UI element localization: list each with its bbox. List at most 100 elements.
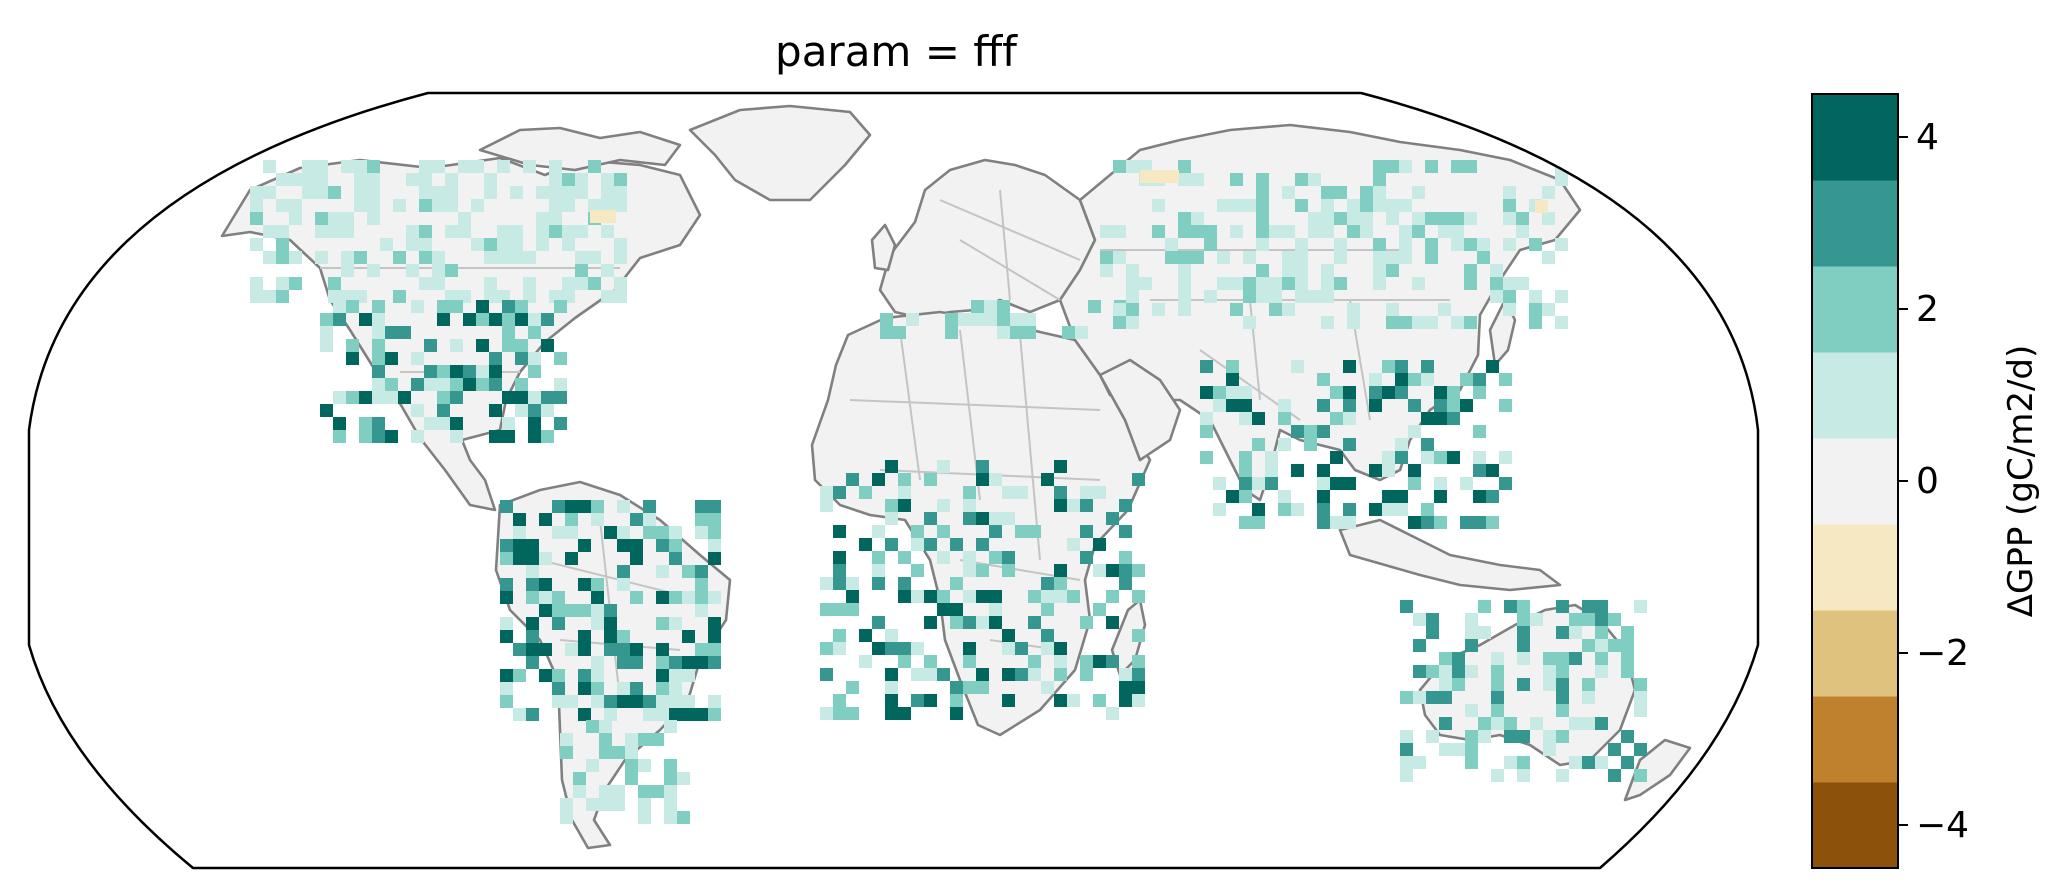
anomaly-cell xyxy=(437,417,450,430)
anomaly-cell xyxy=(1106,564,1119,577)
anomaly-cell xyxy=(575,173,588,186)
anomaly-cell xyxy=(1426,626,1439,639)
anomaly-cell xyxy=(562,173,575,186)
anomaly-cell xyxy=(1556,678,1569,691)
anomaly-cell xyxy=(669,591,682,604)
anomaly-cell xyxy=(1400,730,1413,743)
anomaly-cell xyxy=(1473,386,1486,399)
anomaly-cell xyxy=(1425,251,1438,264)
anomaly-cell xyxy=(1100,264,1113,277)
anomaly-cell xyxy=(250,212,263,225)
anomaly-cell xyxy=(656,539,669,552)
anomaly-cell xyxy=(872,616,885,629)
anomaly-cell xyxy=(1321,199,1334,212)
anomaly-cell xyxy=(614,186,627,199)
anomaly-cell xyxy=(1132,629,1145,642)
anomaly-cell xyxy=(497,238,510,251)
anomaly-cell xyxy=(341,212,354,225)
anomaly-cell xyxy=(708,552,721,565)
anomaly-cell xyxy=(1465,665,1478,678)
anomaly-cell xyxy=(578,500,591,513)
anomaly-cell xyxy=(911,590,924,603)
anomaly-cell xyxy=(976,564,989,577)
anomaly-cell xyxy=(1569,717,1582,730)
anomaly-cell xyxy=(432,199,445,212)
anomaly-cell xyxy=(601,290,614,303)
anomaly-cell xyxy=(1634,769,1647,782)
anomaly-cell xyxy=(1278,503,1291,516)
anomaly-cell xyxy=(554,417,567,430)
anomaly-cell xyxy=(526,656,539,669)
anomaly-cell xyxy=(1191,225,1204,238)
anomaly-cell xyxy=(601,173,614,186)
anomaly-cell xyxy=(346,339,359,352)
anomaly-cell xyxy=(1256,264,1269,277)
anomaly-cell xyxy=(872,577,885,590)
anomaly-cell xyxy=(346,352,359,365)
anomaly-cell xyxy=(536,212,549,225)
anomaly-cell xyxy=(1634,691,1647,704)
anomaly-cell xyxy=(565,695,578,708)
anomaly-cell xyxy=(528,404,541,417)
anomaly-cell xyxy=(1054,564,1067,577)
anomaly-cell xyxy=(695,565,708,578)
anomaly-cell xyxy=(1321,264,1334,277)
anomaly-cell xyxy=(1395,373,1408,386)
anomaly-cell xyxy=(328,290,341,303)
anomaly-cell xyxy=(820,707,833,720)
anomaly-cell xyxy=(419,238,432,251)
anomaly-cell xyxy=(552,682,565,695)
anomaly-cell xyxy=(528,430,541,443)
anomaly-cell xyxy=(1634,678,1647,691)
anomaly-cell xyxy=(515,378,528,391)
anomaly-cell xyxy=(367,160,380,173)
anomaly-cell xyxy=(989,473,1002,486)
anomaly-cell xyxy=(476,339,489,352)
anomaly-cell xyxy=(958,313,971,326)
anomaly-cell xyxy=(586,798,599,811)
anomaly-cell xyxy=(937,590,950,603)
anomaly-cell xyxy=(367,186,380,199)
anomaly-cell xyxy=(885,499,898,512)
anomaly-cell xyxy=(1386,303,1399,316)
anomaly-cell xyxy=(1256,277,1269,290)
anomaly-cell xyxy=(885,668,898,681)
anomaly-cell xyxy=(1556,704,1569,717)
anomaly-cell xyxy=(1412,316,1425,329)
anomaly-cell xyxy=(328,212,341,225)
anomaly-cell xyxy=(1477,238,1490,251)
anomaly-cell xyxy=(591,513,604,526)
anomaly-cell xyxy=(424,378,437,391)
anomaly-cell xyxy=(885,707,898,720)
anomaly-cell xyxy=(1517,600,1530,613)
anomaly-cell xyxy=(591,500,604,513)
anomaly-cell xyxy=(1491,665,1504,678)
anomaly-cell xyxy=(591,695,604,708)
anomaly-cell xyxy=(372,339,385,352)
anomaly-cell xyxy=(302,173,315,186)
anomaly-cell xyxy=(1282,186,1295,199)
anomaly-cell xyxy=(1421,451,1434,464)
anomaly-cell xyxy=(526,643,539,656)
anomaly-cell xyxy=(263,160,276,173)
anomaly-cell xyxy=(497,225,510,238)
anomaly-cell xyxy=(1555,238,1568,251)
anomaly-cell xyxy=(1408,425,1421,438)
anomaly-cell xyxy=(695,604,708,617)
anomaly-cell xyxy=(1067,590,1080,603)
anomaly-cell xyxy=(617,539,630,552)
greenland xyxy=(688,104,872,202)
anomaly-cell xyxy=(573,772,586,785)
anomaly-cell xyxy=(1425,316,1438,329)
anomaly-cell xyxy=(614,277,627,290)
anomaly-cell xyxy=(549,160,562,173)
anomaly-cell xyxy=(565,604,578,617)
anomaly-cell xyxy=(1023,313,1036,326)
anomaly-cell xyxy=(463,313,476,326)
anomaly-cell xyxy=(528,352,541,365)
anomaly-cell xyxy=(846,590,859,603)
anomaly-cell xyxy=(500,695,513,708)
map-area xyxy=(220,104,1692,850)
anomaly-cell xyxy=(1369,399,1382,412)
anomaly-cell xyxy=(1178,251,1191,264)
